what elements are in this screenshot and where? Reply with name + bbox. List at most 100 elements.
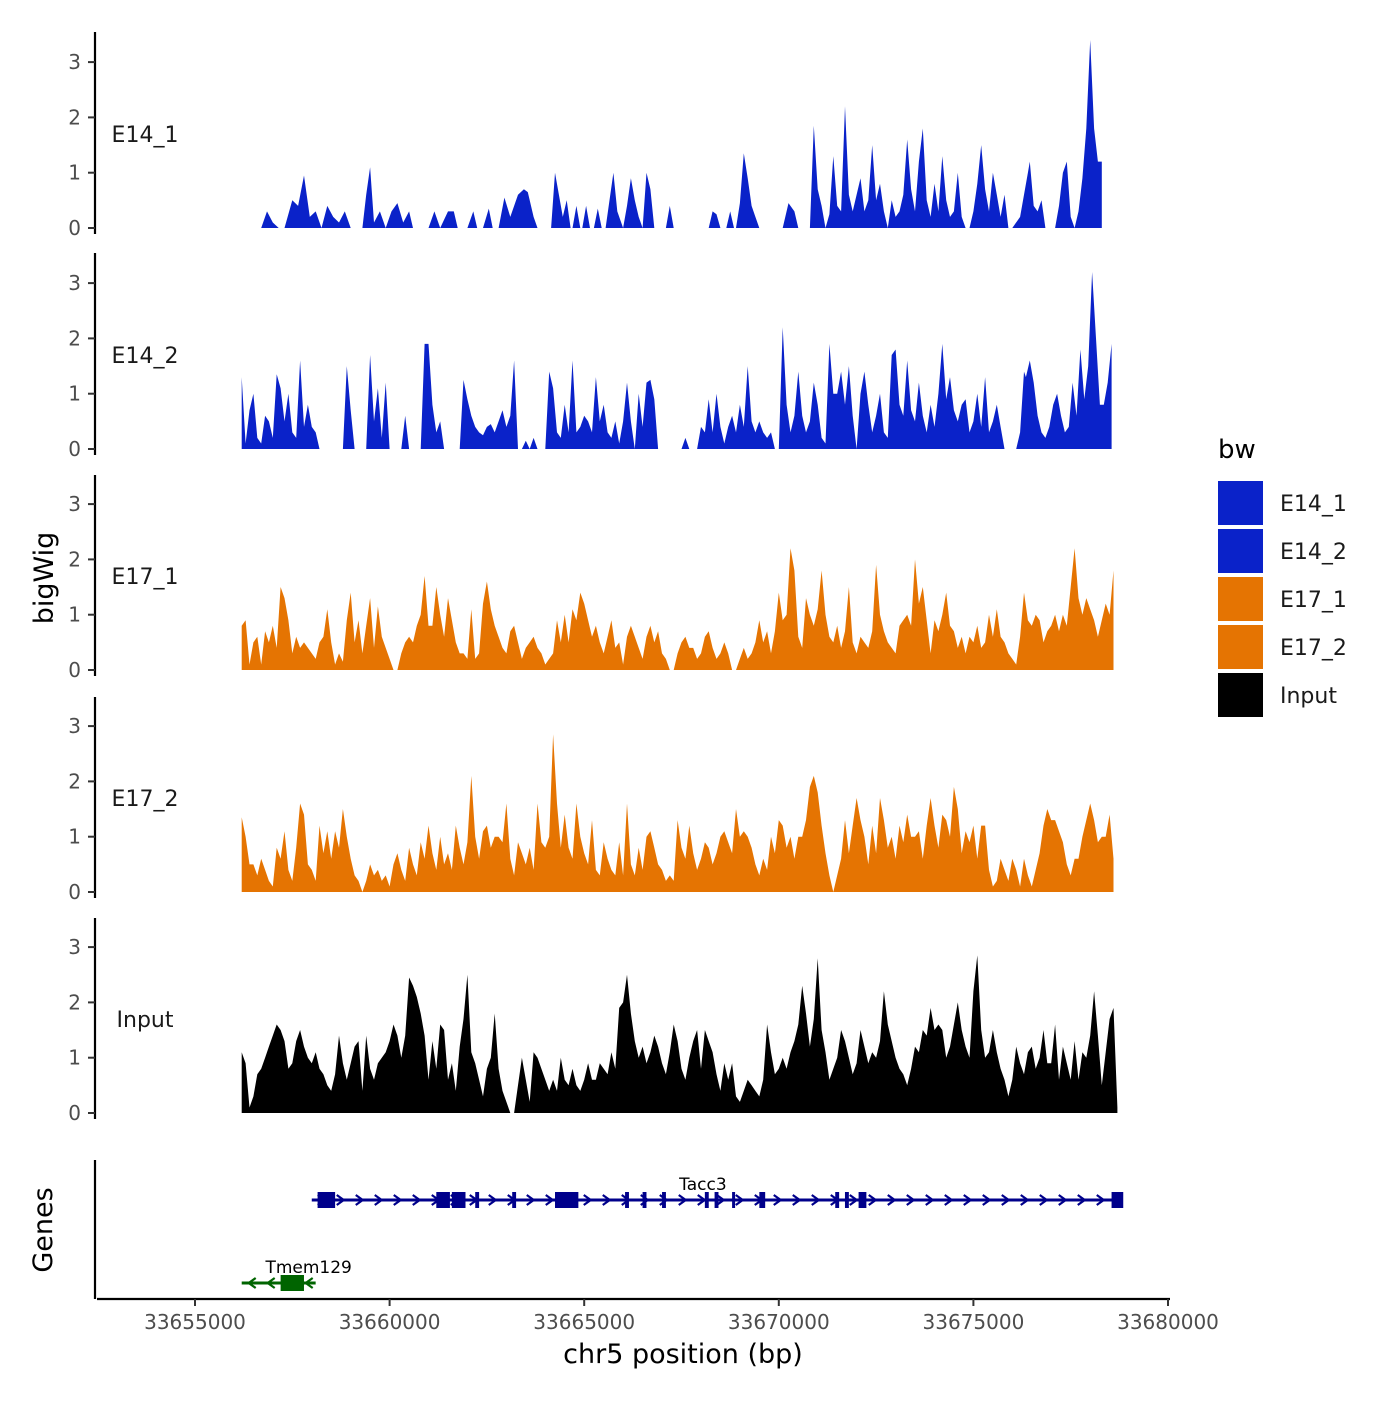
y-tick-label: 0 (68, 216, 81, 240)
strand-arrow (246, 1277, 257, 1289)
track-input: 0 1 2 3 Input (68, 918, 1118, 1125)
gene-exon (662, 1192, 666, 1208)
strand-arrow (811, 1194, 821, 1206)
strand-arrow (545, 1194, 555, 1206)
strand-arrow (526, 1194, 536, 1206)
legend-title: bw (1218, 435, 1256, 465)
y-tick-label: 1 (68, 161, 81, 185)
y-tick-label: 2 (68, 105, 81, 129)
strand-arrow (303, 1277, 314, 1289)
strand-arrow (678, 1194, 688, 1206)
y-tick-label: 3 (68, 935, 81, 959)
gene-exon (555, 1192, 579, 1208)
y-tick-label: 2 (68, 990, 81, 1014)
signal-area (241, 548, 1114, 670)
y-tick-label: 0 (68, 437, 81, 461)
strand-arrow (716, 1194, 726, 1206)
track-e14-2: 0 1 2 3 E14_2 (68, 253, 1112, 461)
legend-item-e17-1: E17_1 (1218, 577, 1347, 621)
legend-label: E14_2 (1280, 540, 1347, 565)
gene-label: Tmem129 (264, 1258, 351, 1278)
x-tick-label: 33665000 (533, 1310, 635, 1334)
track-label: E14_1 (112, 123, 179, 148)
gene-track: Tacc3 Tmem129 (93, 1160, 1124, 1299)
strand-arrow (393, 1194, 403, 1206)
y-axis-title: bigWig (29, 532, 60, 625)
y-tick-label: 3 (68, 492, 81, 516)
gene-exon (451, 1192, 466, 1208)
gene-exon (475, 1192, 480, 1208)
y-tick-label: 2 (68, 769, 81, 793)
x-tick-label: 33655000 (144, 1310, 246, 1334)
track-e17-1: 0 1 2 3 E17_1 (68, 475, 1114, 682)
legend-swatch (1218, 481, 1263, 525)
y-tick-label: 3 (68, 50, 81, 74)
legend-swatch (1218, 625, 1263, 669)
track-label: E17_2 (112, 787, 179, 812)
x-tick-label: 33670000 (728, 1310, 830, 1334)
y-tick-label: 2 (68, 326, 81, 350)
y-tick-label: 1 (68, 382, 81, 406)
gene-exon (732, 1192, 736, 1208)
gene-exon (835, 1192, 840, 1208)
strand-arrow (773, 1194, 783, 1206)
y-tick-label: 1 (68, 1046, 81, 1070)
strand-arrow (868, 1194, 878, 1206)
y-tick-label: 3 (68, 714, 81, 738)
signal-area (241, 734, 1114, 892)
gene-exon (512, 1192, 517, 1208)
strand-arrow (265, 1277, 276, 1289)
x-tick-label: 33680000 (1117, 1310, 1219, 1334)
x-axis-title: chr5 position (bp) (563, 1339, 803, 1370)
genes-track-title: Genes (28, 1187, 59, 1272)
y-tick-label: 2 (68, 547, 81, 571)
gene-exon (625, 1192, 629, 1208)
y-tick-label: 0 (68, 658, 81, 682)
strand-arrow (982, 1194, 992, 1206)
legend-item-e14-1: E14_1 (1218, 481, 1347, 525)
strand-arrow (963, 1194, 973, 1206)
strand-arrow (697, 1194, 707, 1206)
strand-arrow (355, 1194, 365, 1206)
track-label: E14_2 (112, 344, 179, 369)
strand-arrow (1096, 1194, 1106, 1206)
gene-tmem129: Tmem129 (241, 1258, 352, 1291)
y-tick-label: 1 (68, 603, 81, 627)
gene-exon (858, 1192, 867, 1208)
gene-label: Tacc3 (678, 1175, 727, 1195)
y-tick-label: 0 (68, 880, 81, 904)
strand-arrow (906, 1194, 916, 1206)
legend-item-e14-2: E14_2 (1218, 529, 1347, 573)
legend-swatch (1218, 577, 1263, 621)
strand-arrow (925, 1194, 935, 1206)
strand-arrow (1001, 1194, 1011, 1206)
gene-exon (759, 1192, 766, 1208)
strand-arrow (412, 1194, 422, 1206)
gene-exon (436, 1192, 450, 1208)
legend-label: Input (1280, 684, 1337, 709)
y-tick-label: 3 (68, 271, 81, 295)
y-tick-label: 1 (68, 825, 81, 849)
gene-tacc3: Tacc3 (311, 1175, 1124, 1208)
strand-arrow (944, 1194, 954, 1206)
strand-arrow (602, 1194, 612, 1206)
legend: bw E14_1 E14_2 E17_1 E17_2 Input (1218, 435, 1347, 717)
x-axis: 33655000 33660000 33665000 33670000 33675000… (97, 1297, 1219, 1334)
strand-arrow (374, 1194, 384, 1206)
gene-exon (704, 1192, 709, 1208)
strand-arrow (583, 1194, 593, 1206)
track-label: E17_1 (112, 565, 179, 590)
track-e14-1: 0 1 2 3 E14_1 (68, 32, 1102, 240)
strand-arrow (336, 1194, 346, 1206)
strand-arrow (1020, 1194, 1030, 1206)
strand-arrow (735, 1194, 745, 1206)
legend-label: E17_2 (1280, 636, 1347, 661)
strand-arrow (849, 1194, 859, 1206)
gene-exon (1111, 1192, 1124, 1208)
signal-area (241, 955, 1118, 1113)
legend-swatch (1218, 529, 1263, 573)
x-tick-label: 33660000 (339, 1310, 441, 1334)
gene-exon (317, 1192, 336, 1208)
